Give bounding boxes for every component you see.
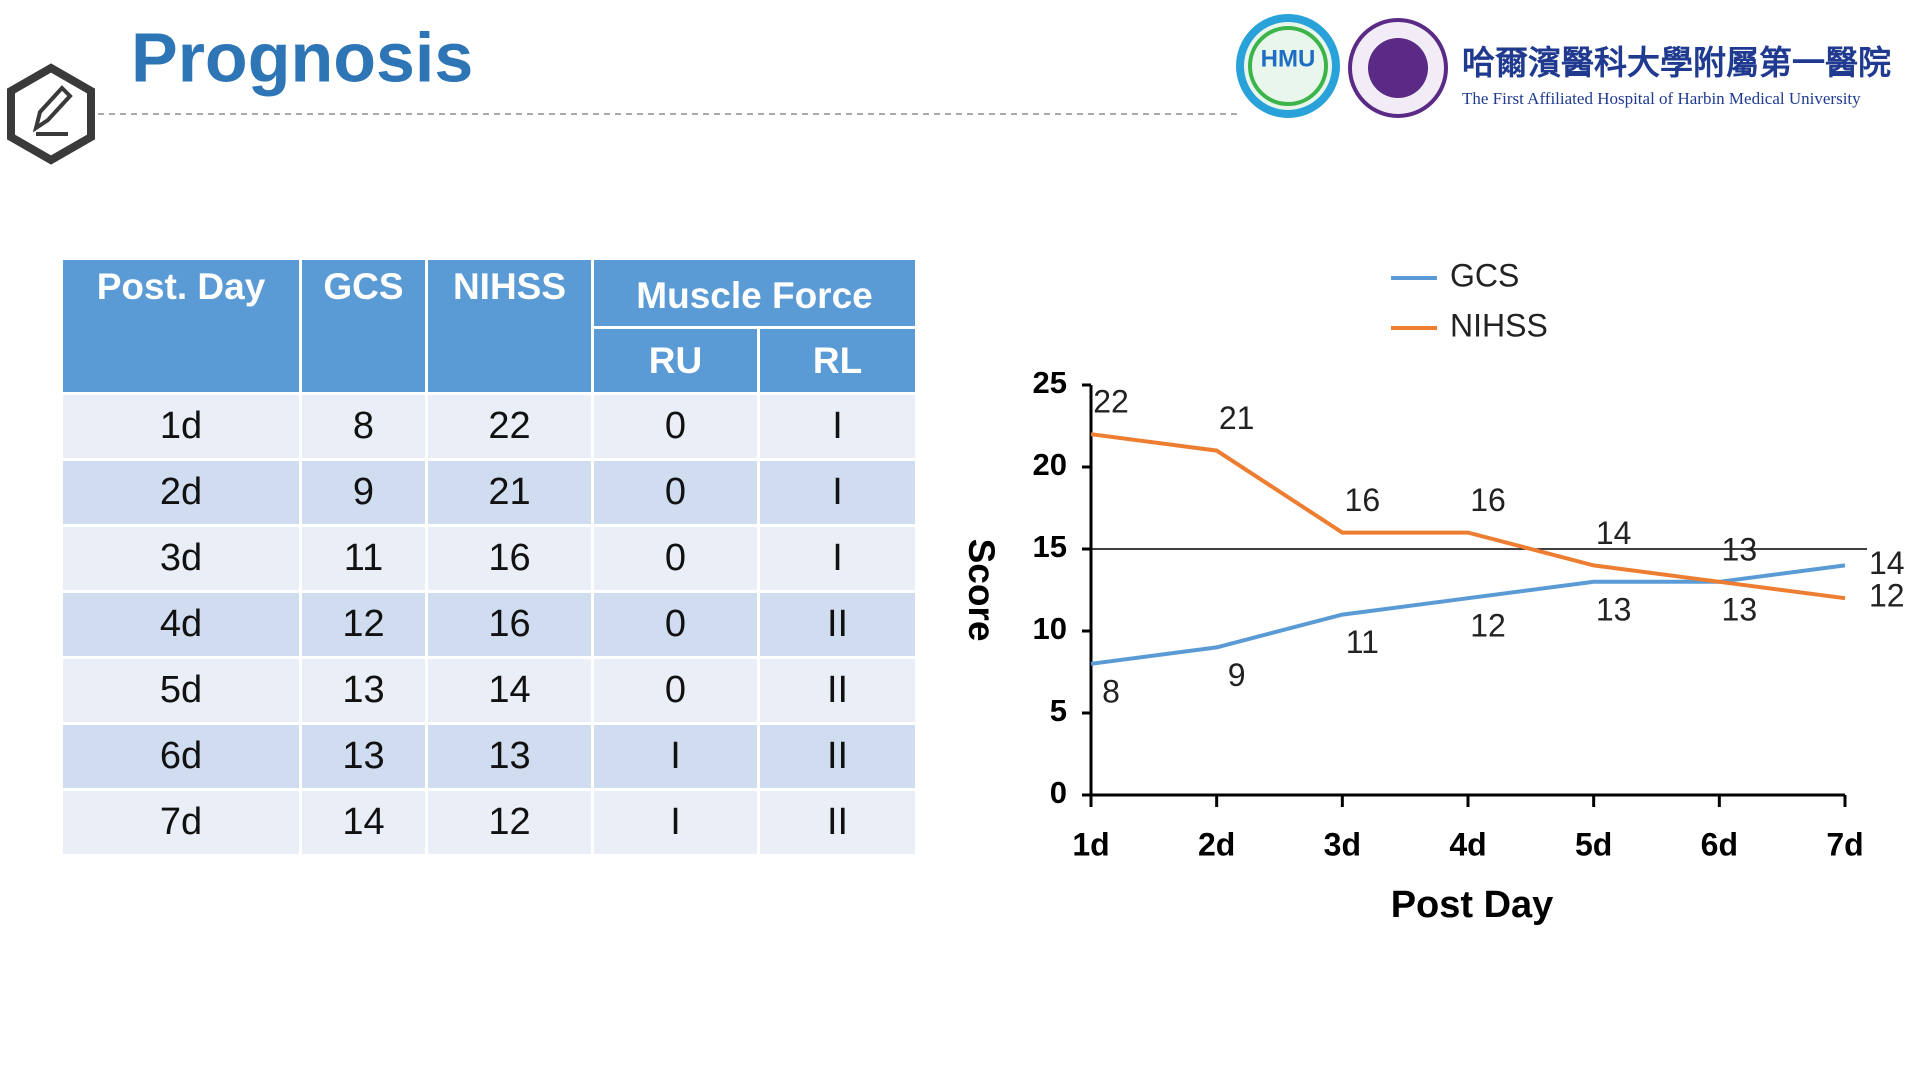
header-cell: Muscle Force bbox=[590, 257, 919, 329]
table-cell: 22 bbox=[425, 392, 594, 461]
table-row: 4d 12 16 0 II bbox=[60, 590, 919, 659]
subheader-cell: RL bbox=[756, 326, 919, 395]
header-row: Post. Day GCS NIHSS Muscle Force bbox=[60, 257, 919, 395]
table-cell: II bbox=[756, 788, 919, 857]
table-cell: 1d bbox=[60, 392, 302, 461]
logo-hmu bbox=[1236, 14, 1340, 118]
table-cell: II bbox=[756, 590, 919, 659]
table-cell: 0 bbox=[591, 590, 760, 659]
icon-pencil bbox=[32, 85, 73, 136]
table-cell: 0 bbox=[591, 656, 760, 725]
y-tick-label: 15 bbox=[1033, 529, 1067, 564]
legend-label: GCS bbox=[1450, 257, 1519, 293]
table-cell: 13 bbox=[299, 656, 428, 725]
table-cell: 7d bbox=[60, 788, 302, 857]
table-cell: 0 bbox=[591, 458, 760, 527]
y-tick-label: 25 bbox=[1033, 365, 1067, 400]
y-tick-label: 5 bbox=[1050, 693, 1067, 728]
y-tick-label: 20 bbox=[1033, 447, 1067, 482]
data-label: 22 bbox=[1093, 384, 1129, 420]
table-cell: 8 bbox=[299, 392, 428, 461]
page-title: Prognosis bbox=[131, 18, 473, 96]
hospital-name-en: The First Affiliated Hospital of Harbin … bbox=[1462, 89, 1861, 108]
x-tick-label: 4d bbox=[1449, 826, 1486, 862]
header-cell: NIHSS bbox=[425, 257, 594, 395]
data-label: 16 bbox=[1345, 482, 1381, 518]
table-cell: I bbox=[756, 458, 919, 527]
data-label: 13 bbox=[1722, 531, 1758, 567]
data-label: 21 bbox=[1219, 400, 1255, 436]
data-label: 8 bbox=[1102, 673, 1120, 709]
header-cell: Post. Day bbox=[60, 257, 302, 395]
table-cell: 12 bbox=[425, 788, 594, 857]
data-label: 12 bbox=[1869, 578, 1905, 614]
y-tick-label: 10 bbox=[1033, 611, 1067, 646]
table-cell: 13 bbox=[425, 722, 594, 791]
header-cell: GCS bbox=[299, 257, 428, 395]
subheader-row: RU RL bbox=[62, 326, 919, 395]
x-tick-label: 3d bbox=[1324, 826, 1361, 862]
table-row: 5d 13 14 0 II bbox=[60, 656, 919, 725]
table-cell: 3d bbox=[60, 524, 302, 593]
data-label: 12 bbox=[1470, 608, 1506, 644]
table-row: 7d 14 12 I II bbox=[60, 788, 919, 857]
table-cell: 2d bbox=[60, 458, 302, 527]
table-cell: I bbox=[756, 524, 919, 593]
table-row: 2d 9 21 0 I bbox=[60, 458, 919, 527]
x-tick-label: 7d bbox=[1826, 826, 1863, 862]
data-label: 13 bbox=[1596, 591, 1632, 627]
table-cell: I bbox=[591, 722, 760, 791]
x-tick-label: 5d bbox=[1575, 826, 1612, 862]
table-cell: 6d bbox=[60, 722, 302, 791]
legend-label: NIHSS bbox=[1450, 307, 1548, 343]
data-label: 16 bbox=[1470, 482, 1506, 518]
data-label: 11 bbox=[1346, 624, 1379, 660]
table-cell: 14 bbox=[425, 656, 594, 725]
y-axis-label: Score bbox=[961, 539, 1002, 642]
y-tick-label: 0 bbox=[1050, 775, 1067, 810]
x-tick-label: 6d bbox=[1701, 826, 1738, 862]
table-cell: 13 bbox=[299, 722, 428, 791]
icon-hexagon bbox=[7, 63, 95, 165]
table-cell: 11 bbox=[299, 524, 428, 593]
logo-hmu-ring bbox=[1248, 26, 1328, 106]
table-cell: 9 bbox=[299, 458, 428, 527]
table-cell: II bbox=[756, 722, 919, 791]
table-cell: I bbox=[756, 392, 919, 461]
table-row: 3d 11 16 0 I bbox=[60, 524, 919, 593]
data-label: 14 bbox=[1596, 515, 1632, 551]
table-cell: 16 bbox=[425, 590, 594, 659]
table-cell: 5d bbox=[60, 656, 302, 725]
x-tick-label: 1d bbox=[1072, 826, 1109, 862]
table-cell: 14 bbox=[299, 788, 428, 857]
table-cell: 0 bbox=[591, 524, 760, 593]
table-cell: 0 bbox=[591, 392, 760, 461]
data-label: 14 bbox=[1869, 545, 1905, 581]
table-row: 6d 13 13 I II bbox=[60, 722, 919, 791]
table-cell: 16 bbox=[425, 524, 594, 593]
x-tick-label: 2d bbox=[1198, 826, 1235, 862]
series-line bbox=[1090, 432, 1846, 601]
table-cell: 12 bbox=[299, 590, 428, 659]
logo-text: HMU bbox=[1261, 45, 1316, 72]
table-cell: II bbox=[756, 656, 919, 725]
data-label: 13 bbox=[1722, 591, 1758, 627]
table-cell: 21 bbox=[425, 458, 594, 527]
table-cell: 4d bbox=[60, 590, 302, 659]
data-label: 9 bbox=[1228, 657, 1246, 693]
subheader-cell: RU bbox=[591, 326, 760, 395]
table-cell: I bbox=[591, 788, 760, 857]
logo-hospital-core bbox=[1368, 38, 1428, 98]
table-row: 1d 8 22 0 I bbox=[60, 392, 919, 461]
prognosis-table: Post. Day GCS NIHSS Muscle Force RU RL 1d 8 22 0 I… bbox=[60, 257, 919, 857]
hospital-name-cn: 哈爾濱醫科大學附屬第一醫院 bbox=[1462, 43, 1891, 82]
x-axis-label: Post Day bbox=[1391, 884, 1554, 926]
